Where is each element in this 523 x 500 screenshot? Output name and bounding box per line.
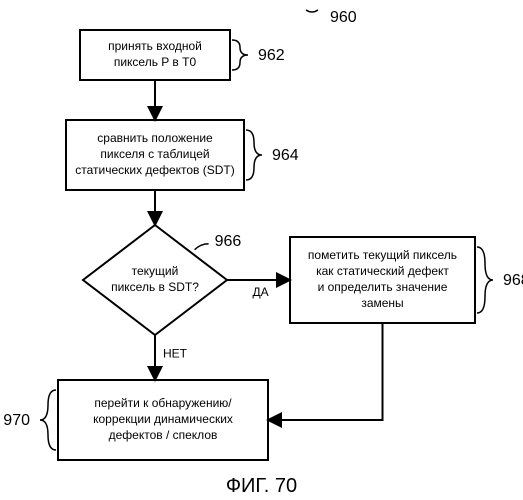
box-text: дефектов / спеклов — [109, 428, 218, 442]
node-label: 964 — [272, 147, 299, 164]
node-label: 966 — [215, 233, 242, 250]
box-text: замены — [361, 296, 403, 310]
box-text: пиксель P в T0 — [114, 55, 197, 69]
figure-caption: ФИГ. 70 — [226, 475, 297, 497]
box-text: и определить значение — [318, 280, 448, 294]
node-label: 970 — [3, 412, 30, 429]
box-text: пикселя с таблицей — [100, 147, 209, 161]
box-text: статических дефектов (SDT) — [75, 163, 235, 177]
node-label: 968 — [503, 272, 523, 289]
diamond-text: текущий — [132, 264, 179, 278]
box-text: пометить текущий пиксель — [308, 248, 457, 262]
edge-label: ДА — [253, 285, 269, 299]
box-text: перейти к обнаружению/ — [94, 396, 232, 410]
figure-number-label: 960 — [330, 9, 357, 26]
diamond-text: пиксель в SDT? — [111, 280, 199, 294]
box-text: как статический дефект — [316, 264, 449, 278]
edge-label: НЕТ — [163, 347, 188, 361]
box-text: коррекции динамических — [93, 412, 233, 426]
box-text: принять входной — [108, 39, 202, 53]
box-text: сравнить положение — [97, 131, 213, 145]
node-label: 962 — [258, 47, 285, 64]
